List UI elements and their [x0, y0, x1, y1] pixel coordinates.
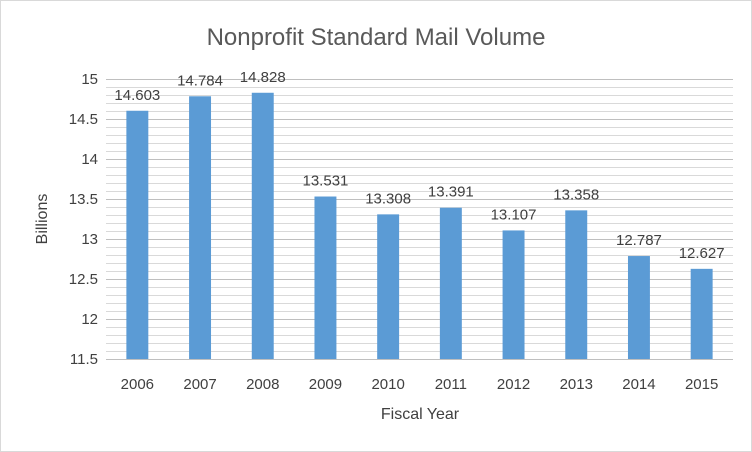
data-label: 12.787: [616, 232, 662, 249]
y-tick-label: 14.5: [69, 111, 98, 128]
data-label: 14.828: [240, 69, 286, 86]
x-tick-label: 2009: [309, 376, 342, 393]
x-tick-label: 2014: [622, 376, 655, 393]
x-tick-label: 2007: [183, 376, 216, 393]
bar-2014: [627, 256, 650, 359]
y-tick-label: 11.5: [70, 351, 98, 368]
x-tick-label: 2015: [685, 376, 718, 393]
bar-2006: [126, 110, 149, 359]
bars: [126, 92, 713, 359]
x-tick-label: 2006: [121, 376, 154, 393]
chart-title: Nonprofit Standard Mail Volume: [207, 24, 546, 51]
bar-2010: [377, 214, 400, 359]
y-tick-label: 13: [81, 231, 98, 248]
data-label: 13.308: [365, 190, 411, 207]
x-axis-title: Fiscal Year: [381, 406, 460, 423]
bar-2013: [565, 210, 588, 359]
data-label: 13.531: [303, 173, 349, 190]
x-axis-ticks: 2006 2007 2008 2009 2010 2011 2012 2013 2014 2015: [121, 376, 719, 393]
data-label: 13.358: [553, 186, 599, 203]
data-labels: 14.603 14.784 14.828 13.531 13.308 13.391 13.1…: [114, 69, 724, 262]
bar-2009: [314, 196, 337, 359]
y-axis-title: Billions: [34, 194, 51, 245]
data-label: 12.627: [679, 245, 725, 262]
bar-2015: [690, 268, 713, 359]
bar-2008: [251, 92, 274, 359]
data-label: 14.603: [114, 87, 160, 104]
bar-2012: [502, 230, 525, 359]
data-label: 13.391: [428, 184, 474, 201]
x-tick-label: 2011: [435, 376, 467, 393]
y-axis-ticks: 11.5 12 12.5 13 13.5 14 14.5 15: [69, 71, 98, 368]
bar-2007: [189, 96, 212, 359]
x-tick-label: 2013: [560, 376, 593, 393]
bar-2011: [439, 207, 462, 359]
y-tick-label: 12.5: [69, 271, 98, 288]
data-label: 13.107: [491, 206, 537, 223]
y-tick-label: 15: [81, 71, 98, 88]
data-label: 14.784: [177, 72, 223, 89]
y-tick-label: 12: [81, 311, 98, 328]
y-tick-label: 13.5: [69, 191, 98, 208]
x-tick-label: 2010: [371, 376, 404, 393]
x-tick-label: 2008: [246, 376, 279, 393]
x-tick-label: 2012: [497, 376, 530, 393]
y-tick-label: 14: [81, 151, 98, 168]
